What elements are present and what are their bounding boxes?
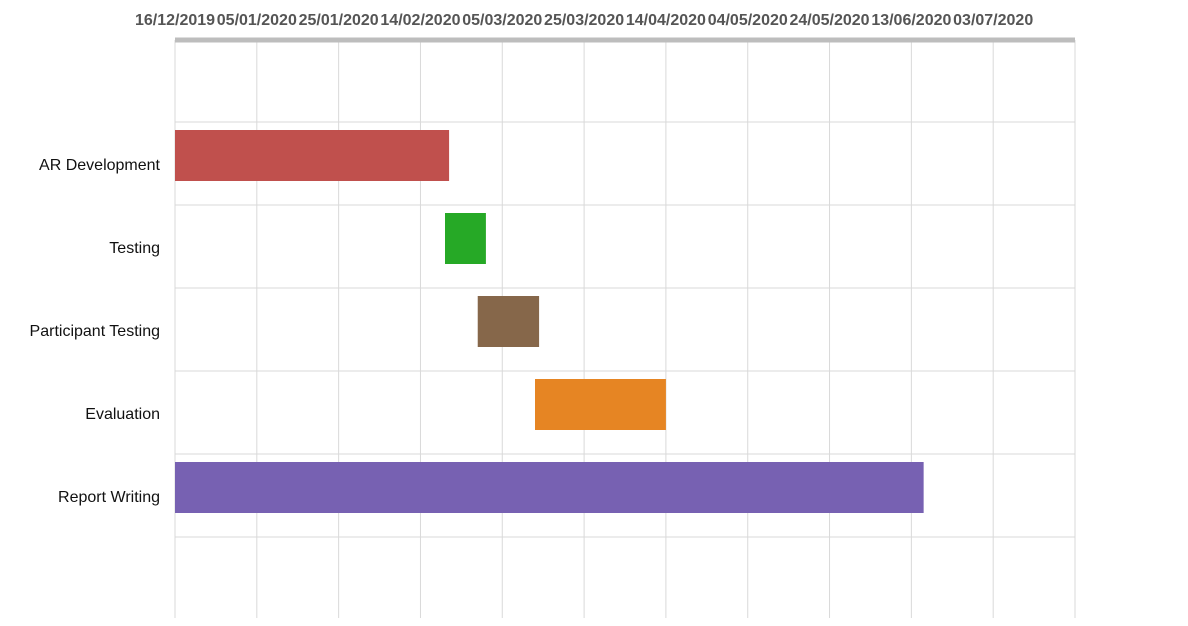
x-tick-label: 14/04/2020 [626,12,706,29]
task-label: Evaluation [85,406,160,423]
x-tick-label: 04/05/2020 [708,12,788,29]
task-label: Participant Testing [30,323,160,340]
x-tick-label: 05/01/2020 [217,12,297,29]
x-tick-label: 25/03/2020 [544,12,624,29]
task-bar [175,462,924,513]
x-tick-label: 16/12/2019 [135,12,215,29]
x-tick-labels: 16/12/2019 05/01/2020 25/01/2020 14/02/2020… [135,12,1033,29]
task-label: AR Development [39,157,161,174]
task-bar [477,296,540,347]
x-tick-label: 14/02/2020 [380,12,460,29]
task-labels: AR Development Testing Participant Testing… [30,157,161,506]
task-label: Testing [109,240,160,257]
task-label: Report Writing [58,489,160,506]
task-bar [535,379,666,430]
horizontal-gridlines [175,121,1075,538]
task-bar [175,130,450,181]
x-tick-label: 13/06/2020 [871,12,951,29]
vertical-gridlines [174,40,1076,618]
task-bar [445,213,486,264]
task-bars [175,130,924,513]
x-tick-label: 25/01/2020 [299,12,379,29]
x-tick-label: 05/03/2020 [462,12,542,29]
x-tick-label: 03/07/2020 [953,12,1033,29]
x-tick-label: 24/05/2020 [790,12,870,29]
